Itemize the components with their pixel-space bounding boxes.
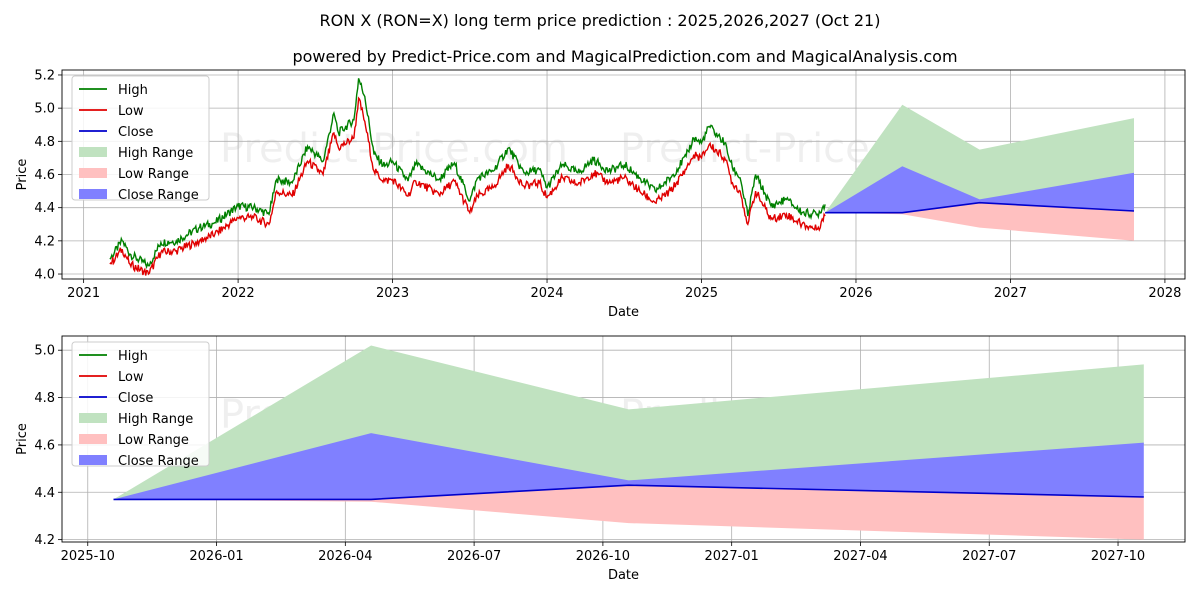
top-legend-label: Close	[118, 125, 153, 140]
top-y-tick-label: 4.6	[34, 168, 55, 183]
bottom-legend-label: Close Range	[118, 454, 199, 469]
top-x-tick-label: 2028	[1148, 286, 1181, 301]
chart-subtitle: powered by Predict-Price.com and Magical…	[292, 47, 957, 66]
top-x-tick-label: 2022	[222, 286, 255, 301]
top-low-series-line	[109, 96, 826, 276]
bottom-y-tick-label: 4.6	[34, 438, 55, 453]
top-legend-swatch-patch	[79, 168, 107, 178]
top-legend-label: High	[118, 83, 148, 98]
top-x-tick-label: 2023	[376, 286, 409, 301]
bottom-x-tick-label: 2026-07	[447, 549, 501, 564]
top-legend-label: High Range	[118, 146, 193, 161]
bottom-y-tick-label: 4.2	[34, 533, 55, 548]
top-x-tick-label: 2027	[994, 286, 1027, 301]
chart-title: RON X (RON=X) long term price prediction…	[320, 11, 881, 30]
top-y-tick-label: 5.0	[34, 102, 55, 117]
top-y-tick-label: 4.8	[34, 135, 55, 150]
top-y-tick-label: 4.4	[34, 201, 55, 216]
bottom-close-range-band	[113, 433, 1144, 500]
top-legend-label: Low	[118, 104, 144, 119]
bottom-y-axis-label: Price	[15, 423, 30, 455]
top-x-tick-label: 2024	[530, 286, 563, 301]
top-close-series-line	[825, 201, 1135, 214]
bottom-legend-swatch-patch	[79, 413, 107, 423]
top-x-tick-label: 2025	[685, 286, 718, 301]
bottom-legend-label: High Range	[118, 412, 193, 427]
bottom-axes-frame	[61, 335, 1186, 543]
bottom-legend-label: Close	[118, 391, 153, 406]
bottom-y-tick-label: 4.4	[34, 486, 55, 501]
top-plot-area	[109, 78, 1135, 276]
bottom-y-tick-label: 4.8	[34, 391, 55, 406]
top-legend-swatch-patch	[79, 189, 107, 199]
bottom-x-tick-label: 2025-10	[61, 549, 115, 564]
bottom-legend-swatch-patch	[79, 434, 107, 444]
bottom-legend-label: Low Range	[118, 433, 189, 448]
bottom-legend-label: Low	[118, 370, 144, 385]
top-legend: High Low Close High Range Low Range Close Ran…	[71, 75, 210, 203]
bottom-legend-label: High	[118, 349, 148, 364]
bottom-plot-area	[113, 345, 1144, 540]
bottom-legend-swatch-patch	[79, 455, 107, 465]
bottom-x-tick-label: 2027-10	[1091, 549, 1145, 564]
bottom-x-tick-label: 2027-04	[833, 549, 887, 564]
top-x-tick-label: 2026	[839, 286, 872, 301]
bottom-x-tick-label: 2027-07	[962, 549, 1016, 564]
bottom-x-axis-label: Date	[608, 568, 639, 583]
top-y-tick-label: 5.2	[34, 68, 55, 83]
top-legend-swatch-patch	[79, 147, 107, 157]
top-low-range-band	[825, 201, 1134, 241]
top-y-axis-label: Price	[15, 159, 30, 191]
bottom-x-tick-label: 2026-01	[189, 549, 243, 564]
top-y-tick-label: 4.2	[34, 234, 55, 249]
top-y-tick-label: 4.0	[34, 268, 55, 283]
top-close-range-band	[825, 166, 1134, 213]
top-high-series-line	[109, 78, 826, 270]
top-legend-label: Close Range	[118, 188, 199, 203]
bottom-x-tick-label: 2026-10	[576, 549, 630, 564]
bottom-x-tick-label: 2027-01	[705, 549, 759, 564]
top-x-tick-label: 2021	[67, 286, 100, 301]
bottom-x-tick-label: 2026-04	[318, 549, 372, 564]
top-legend-label: Low Range	[118, 167, 189, 182]
bottom-close-series-line	[113, 484, 1144, 501]
bottom-y-tick-label: 5.0	[34, 344, 55, 359]
bottom-legend: High Low Close High Range Low Range Close Ran…	[71, 341, 210, 469]
bottom-low-range-band	[113, 482, 1144, 540]
bottom-chart-panel: Predict-Price.comPredict-Price.com2025-1…	[15, 335, 1186, 583]
top-x-axis-label: Date	[608, 305, 639, 320]
